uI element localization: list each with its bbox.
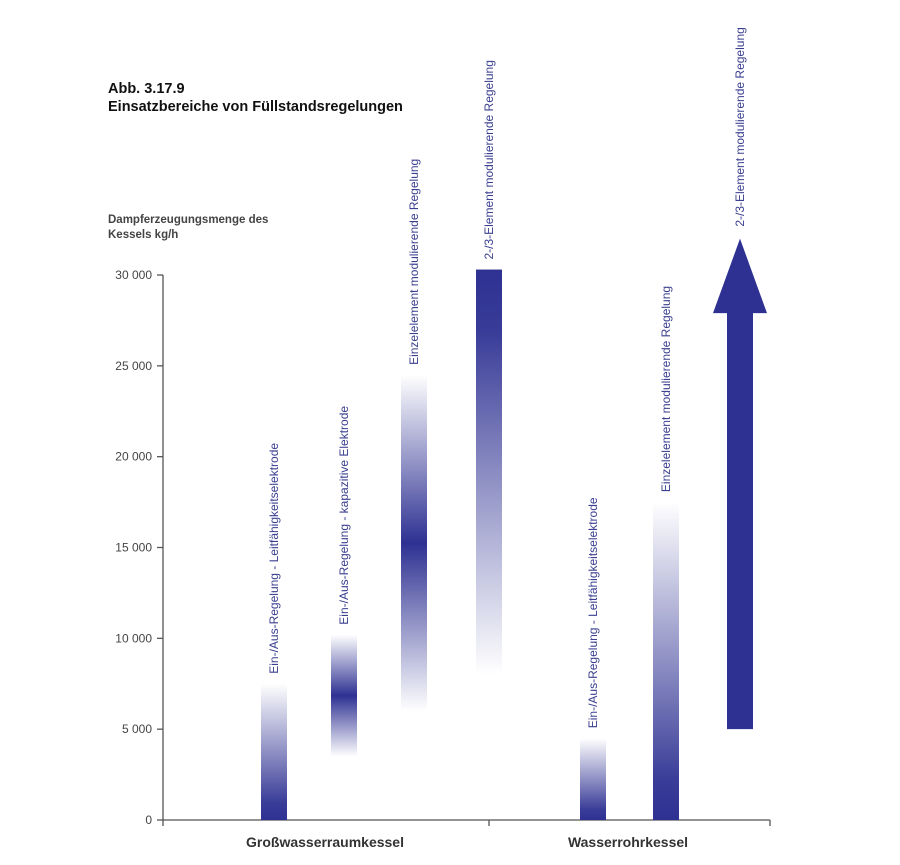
range-bar-label: Ein-/Aus-Regelung - kapazitive Elektrode [337,406,351,625]
category-label: Wasserrohrkessel [568,834,688,850]
range-bar [653,502,679,820]
category-label: Großwasserraumkessel [246,834,404,850]
range-bar [580,738,606,820]
y-axis-label: Dampferzeugungsmenge des Kessels kg/h [108,213,268,243]
y-axis-label-line1: Dampferzeugungsmenge des [108,214,269,226]
figure-title-block: Abb. 3.17.9 Einsatzbereiche von Füllstan… [108,80,403,116]
y-tick-label: 15 000 [115,541,152,555]
range-bar-label: Ein-/Aus-Regelung - Leitfähigkeitselektr… [267,443,281,674]
y-tick-label: 30 000 [115,268,152,282]
y-axis-label-line2: Kessels kg/h [108,229,179,241]
range-bar-label: Einzelelement modulierende Regelung [407,159,421,365]
range-bar-label: Ein-/Aus-Regelung - Leitfähigkeitselektr… [586,497,600,728]
y-tick-label: 25 000 [115,359,152,373]
range-bar [261,683,287,820]
range-bar-label: 2-/3-Element modulierende Regelung [482,60,496,259]
y-tick-label: 10 000 [115,631,152,645]
y-tick-label: 0 [145,813,152,827]
y-tick-label: 20 000 [115,450,152,464]
figure-title: Einsatzbereiche von Füllstandsregelungen [108,99,403,115]
figure-number: Abb. 3.17.9 [108,81,185,97]
range-bar [401,374,427,711]
range-bar [331,634,357,757]
range-bar [476,269,502,675]
range-arrow [713,238,767,730]
y-tick-label: 5 000 [122,722,152,736]
range-bar-label: Einzelelement modulierende Regelung [659,286,673,492]
range-bar-label: 2-/3-Element modulierende Regelung [733,27,747,226]
